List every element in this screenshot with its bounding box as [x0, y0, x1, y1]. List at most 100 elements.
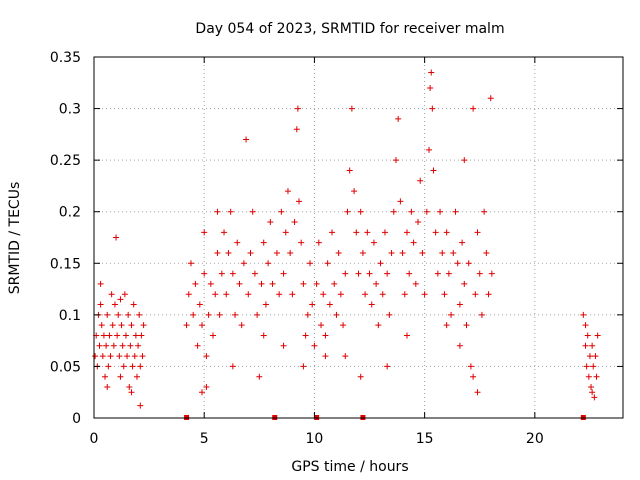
- data-point: [291, 219, 298, 226]
- data-point: [114, 332, 121, 339]
- data-point: [117, 296, 124, 303]
- data-point: [583, 363, 590, 370]
- data-point: [96, 342, 103, 349]
- data-point: [133, 373, 140, 380]
- data-point: [225, 249, 232, 256]
- data-point: [280, 270, 287, 277]
- data-point: [403, 229, 410, 236]
- data-point: [216, 311, 223, 318]
- data-point: [295, 198, 302, 205]
- data-point: [136, 311, 143, 318]
- data-point: [348, 105, 355, 112]
- data-point: [443, 229, 450, 236]
- data-point: [415, 219, 422, 226]
- data-point: [258, 280, 265, 287]
- data-point: [203, 384, 210, 391]
- data-point: [273, 249, 280, 256]
- data-point: [485, 291, 492, 298]
- data-point: [399, 249, 406, 256]
- data-point: [221, 229, 228, 236]
- data-point: [199, 389, 206, 396]
- data-point: [229, 363, 236, 370]
- data-point: [227, 208, 234, 215]
- data-point: [105, 363, 112, 370]
- data-point: [284, 188, 291, 195]
- data-point: [384, 363, 391, 370]
- data-point: [320, 291, 327, 298]
- data-point: [379, 291, 386, 298]
- data-point: [392, 157, 399, 164]
- data-point: [364, 229, 371, 236]
- data-point: [401, 291, 408, 298]
- data-point: [481, 208, 488, 215]
- data-point: [461, 280, 468, 287]
- data-point: [192, 280, 199, 287]
- data-point: [452, 208, 459, 215]
- data-point: [377, 260, 384, 267]
- data-point: [335, 249, 342, 256]
- data-point: [412, 280, 419, 287]
- data-point: [381, 229, 388, 236]
- data-point: [302, 332, 309, 339]
- data-point: [276, 291, 283, 298]
- data-point: [470, 373, 477, 380]
- data-point: [370, 239, 377, 246]
- data-point: [97, 301, 104, 308]
- data-point: [218, 270, 225, 277]
- data-point: [135, 342, 142, 349]
- data-point: [98, 322, 105, 329]
- data-point: [417, 177, 424, 184]
- data-point: [223, 291, 230, 298]
- data-point: [229, 270, 236, 277]
- data-point: [256, 373, 263, 380]
- data-point: [487, 95, 494, 102]
- y-tick-label: 0.1: [59, 308, 81, 324]
- data-point: [131, 353, 138, 360]
- data-point: [593, 373, 600, 380]
- data-point: [125, 311, 132, 318]
- data-point: [280, 342, 287, 349]
- data-point: [293, 126, 300, 133]
- data-point: [269, 280, 276, 287]
- data-point: [445, 270, 452, 277]
- data-point: [238, 322, 245, 329]
- data-point: [410, 239, 417, 246]
- data-point: [121, 291, 128, 298]
- data-point: [590, 363, 597, 370]
- data-point: [594, 332, 601, 339]
- data-point: [104, 384, 111, 391]
- data-point: [488, 270, 495, 277]
- data-point: [456, 342, 463, 349]
- data-point: [454, 260, 461, 267]
- data-point: [287, 249, 294, 256]
- data-point: [329, 229, 336, 236]
- data-point: [138, 332, 145, 339]
- x-tick-label: 20: [526, 431, 544, 447]
- data-point: [210, 332, 217, 339]
- data-point: [100, 332, 107, 339]
- data-point: [318, 322, 325, 329]
- axis-ticks: [93, 56, 623, 419]
- data-point: [375, 322, 382, 329]
- data-point: [342, 353, 349, 360]
- data-point: [580, 311, 587, 318]
- data-point: [111, 301, 118, 308]
- data-point: [342, 270, 349, 277]
- data-point: [474, 389, 481, 396]
- data-point: [483, 249, 490, 256]
- data-point: [390, 208, 397, 215]
- y-tick-label: 0: [72, 411, 81, 427]
- data-point: [128, 322, 135, 329]
- data-point: [315, 239, 322, 246]
- data-point: [324, 260, 331, 267]
- y-tick-label: 0.05: [50, 359, 81, 375]
- data-point: [344, 208, 351, 215]
- data-point: [203, 353, 210, 360]
- data-point: [251, 270, 258, 277]
- data-point: [97, 280, 104, 287]
- data-point: [234, 239, 241, 246]
- data-point: [313, 280, 320, 287]
- data-point: [126, 384, 133, 391]
- data-point: [337, 291, 344, 298]
- data-point: [474, 229, 481, 236]
